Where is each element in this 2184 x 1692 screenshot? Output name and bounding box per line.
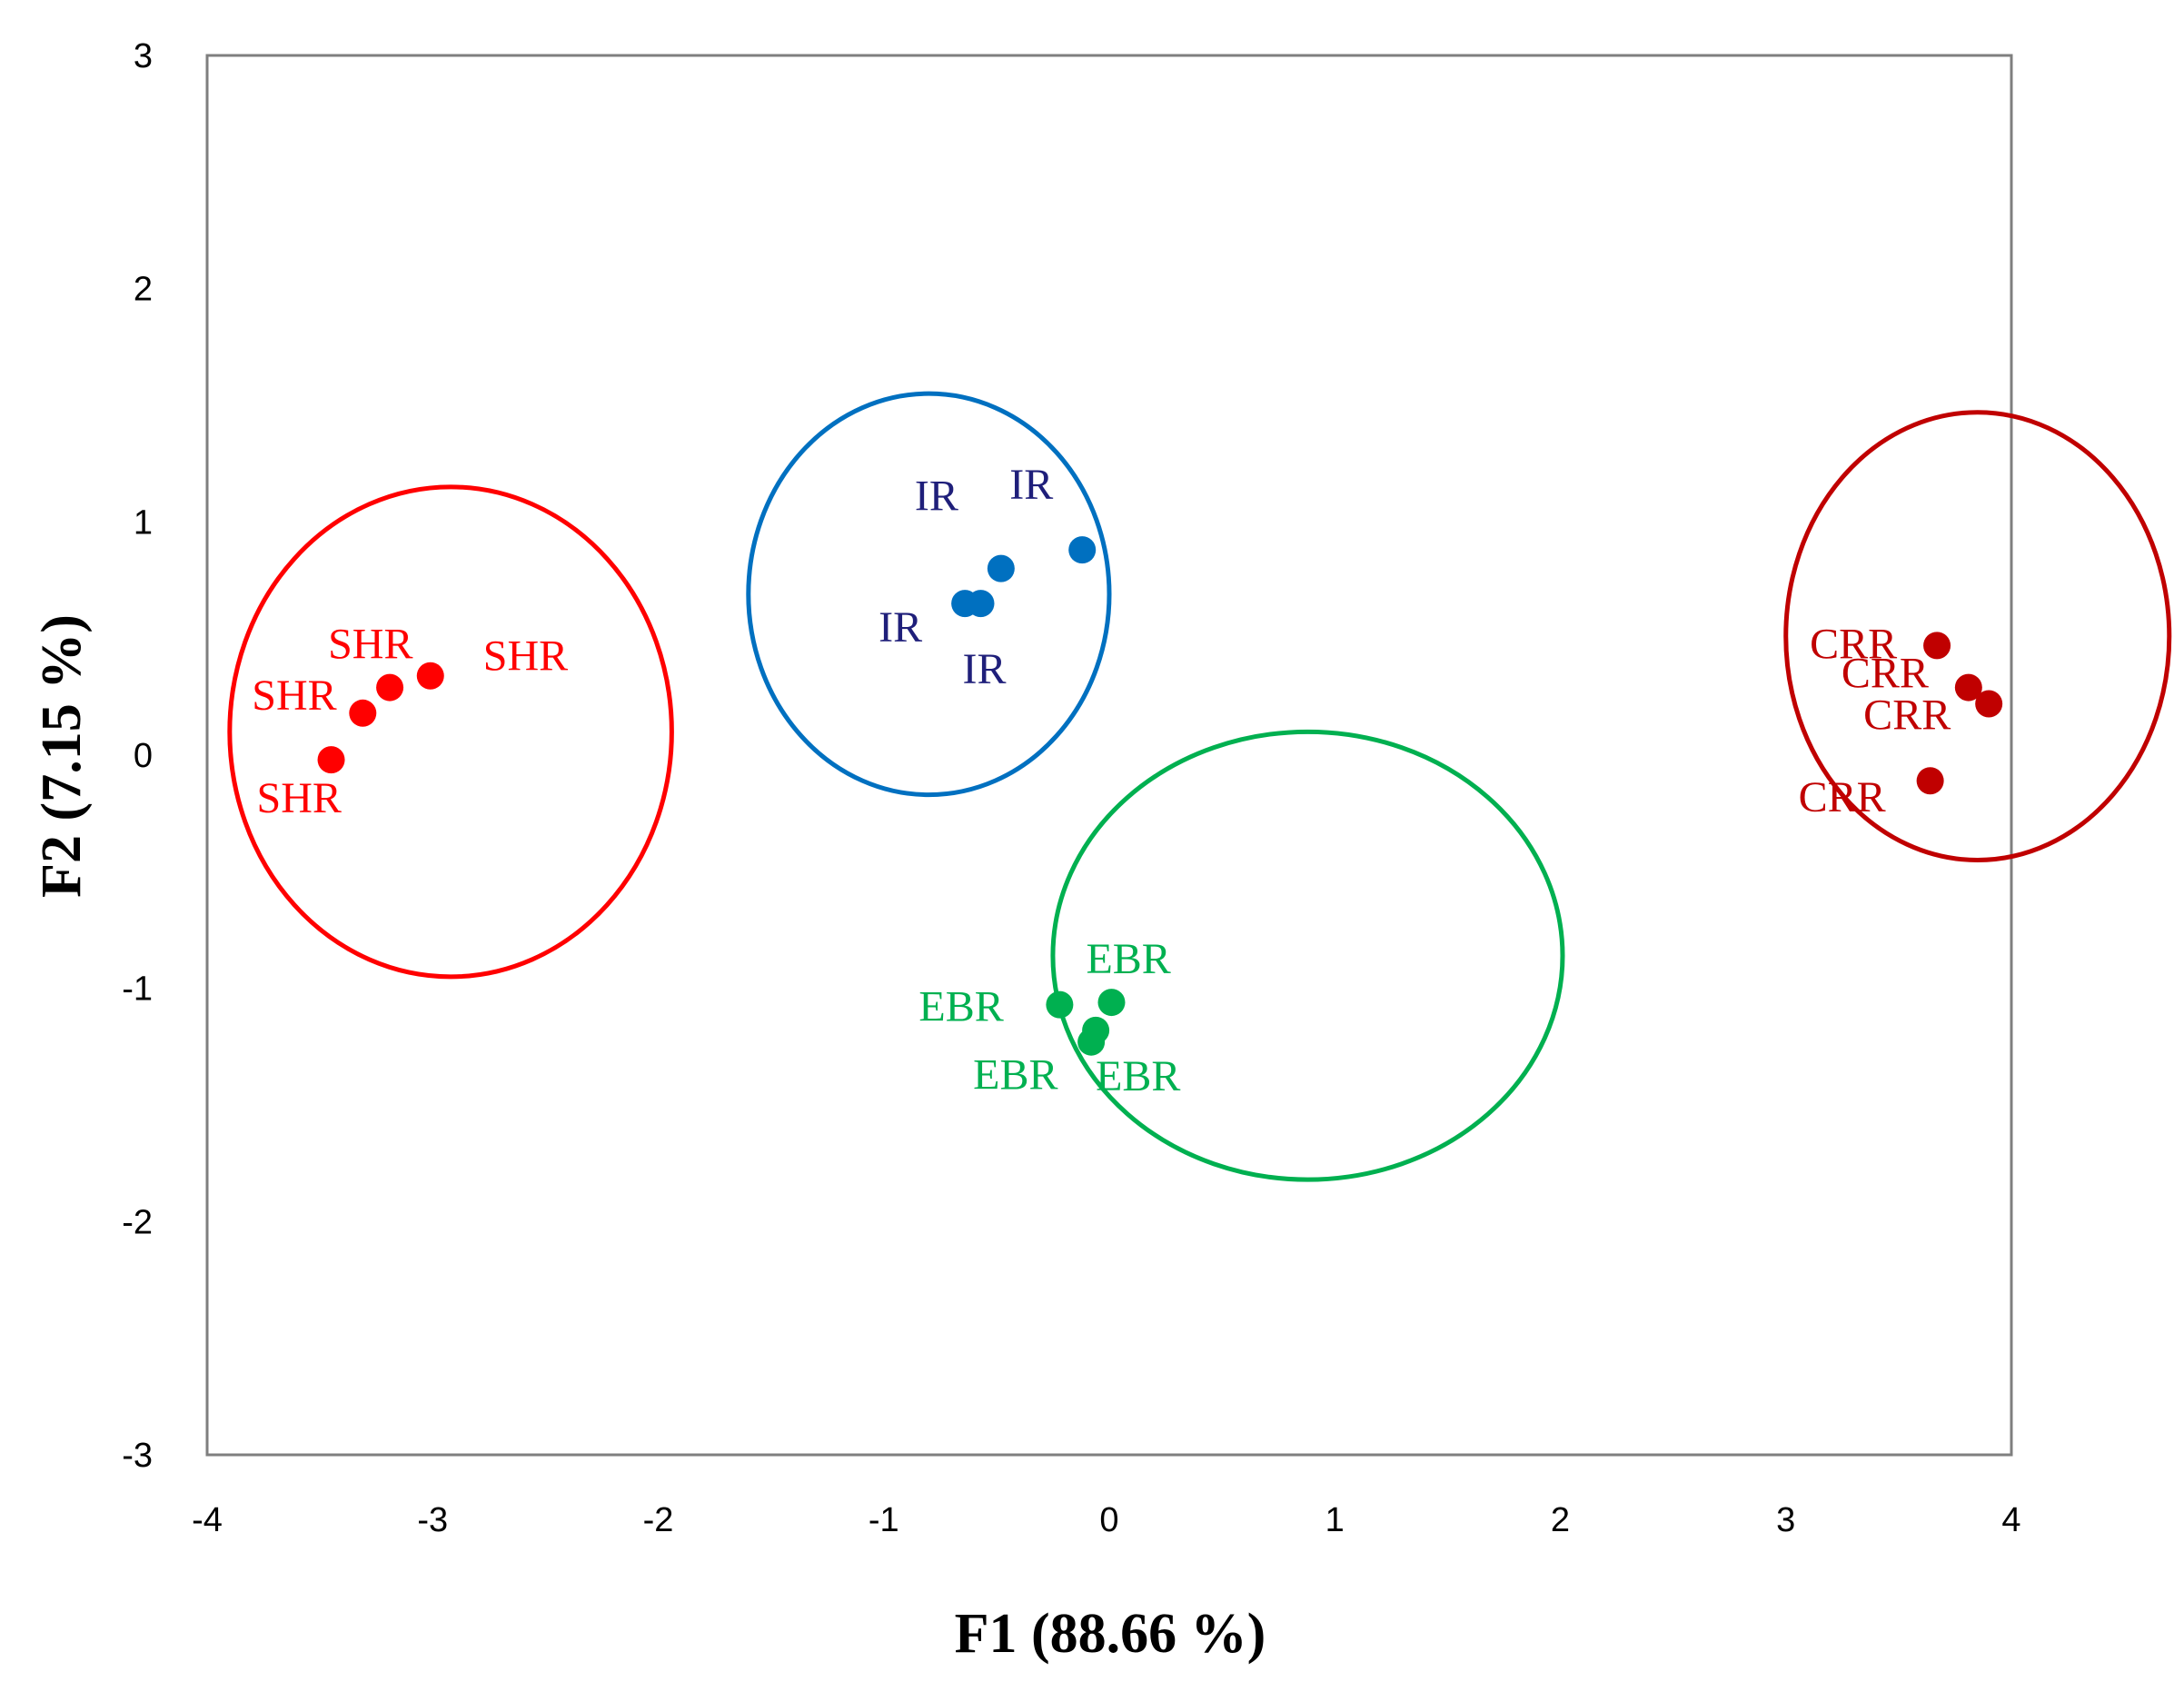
shr-point-label: SHR (252, 672, 336, 720)
crr-cluster-ellipse (1783, 410, 2172, 862)
shr-point (349, 699, 377, 727)
ebr-point (1097, 989, 1126, 1017)
shr-point-label: SHR (483, 632, 568, 681)
ebr-point-label: EBR (1096, 1052, 1180, 1100)
ir-cluster-ellipse (746, 391, 1112, 798)
crr-point-label: CRR (1810, 620, 1897, 668)
x-tick-label: 3 (1776, 1501, 1795, 1539)
ebr-cluster-ellipse (1050, 729, 1565, 1182)
x-tick-label: 4 (2001, 1501, 2020, 1539)
shr-point (317, 746, 345, 774)
shr-point (416, 662, 444, 690)
y-tick-label: -2 (122, 1203, 153, 1241)
crr-point (1975, 690, 2003, 718)
ir-point (1068, 536, 1097, 564)
crr-point (1916, 767, 1944, 795)
cluster-ellipses (227, 391, 2172, 1182)
ebr-point-label: EBR (1086, 935, 1170, 983)
y-axis-title: F2 (7.15 %) (31, 614, 93, 898)
crr-point-label: CRR (1842, 650, 1929, 698)
plot-area (205, 54, 2013, 1457)
ebr-point (1077, 1028, 1106, 1056)
y-tick-label: 0 (134, 737, 153, 775)
ir-point (967, 590, 995, 618)
x-axis-ticks: -4 -3 -2 -1 0 1 2 3 4 (192, 1501, 2020, 1539)
ir-point-label: IR (962, 645, 1006, 693)
y-tick-label: -1 (122, 970, 153, 1009)
x-axis-title: F1 (88.66 %) (955, 1603, 1266, 1665)
y-tick-label: 1 (134, 503, 153, 542)
shr-point (376, 673, 404, 702)
crr-point-label: CRR (1799, 773, 1886, 821)
x-tick-label: 2 (1551, 1501, 1570, 1539)
x-tick-label: -1 (869, 1501, 899, 1539)
x-tick-label: -3 (417, 1501, 448, 1539)
x-tick-label: -4 (192, 1501, 223, 1539)
ir-point (987, 554, 1015, 582)
data-points (317, 536, 2003, 1056)
x-tick-label: 0 (1099, 1501, 1118, 1539)
shr-cluster-ellipse (227, 484, 674, 980)
x-tick-label: 1 (1325, 1501, 1345, 1539)
ebr-point-label: EBR (918, 983, 1003, 1031)
ir-point-label: IR (879, 603, 922, 652)
crr-point (1923, 632, 1951, 660)
crr-point (1954, 673, 1982, 702)
y-tick-label: 2 (134, 271, 153, 309)
y-tick-label: 3 (134, 37, 153, 75)
ir-point-label: IR (1009, 461, 1053, 509)
shr-point-label: SHR (328, 621, 412, 669)
ebr-point-label: EBR (973, 1051, 1057, 1100)
ebr-point (1046, 990, 1074, 1019)
shr-point-label: SHR (257, 774, 342, 822)
crr-point-label: CRR (1863, 692, 1951, 740)
ir-point-label: IR (915, 473, 958, 521)
y-axis-ticks: 3 2 1 0 -1 -2 -3 (122, 37, 153, 1475)
y-tick-label: -3 (122, 1437, 153, 1475)
x-tick-label: -2 (643, 1501, 674, 1539)
